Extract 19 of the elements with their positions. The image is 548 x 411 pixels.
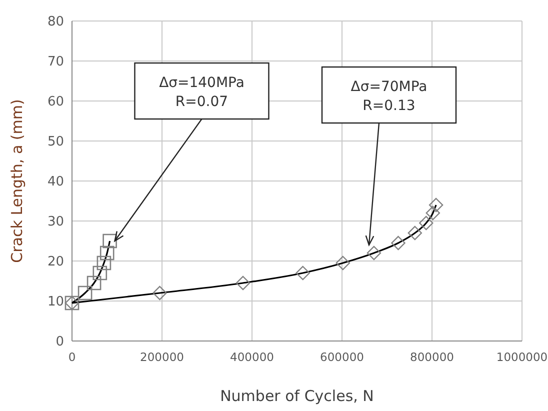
y-tick-label: 70 (47, 54, 64, 70)
y-tick-label: 50 (47, 134, 64, 150)
y-tick-label: 40 (47, 174, 64, 190)
x-tick-label: 200000 (140, 350, 184, 364)
y-tick-label: 20 (47, 254, 64, 270)
y-tick-label: 30 (47, 214, 64, 230)
annotation: Δσ=70MPa R=0.13 (350, 79, 428, 114)
x-tick-label: 0 (68, 350, 76, 364)
y-axis-title: Crack Length, a (mm) (8, 99, 26, 263)
x-tick-label: 800000 (410, 350, 454, 364)
y-tick-label: 60 (47, 94, 64, 110)
y-tick-label: 80 (47, 14, 64, 30)
x-axis-title: Number of Cycles, N (220, 387, 374, 405)
y-tick-label: 10 (47, 294, 64, 310)
x-tick-label: 1000000 (496, 350, 548, 364)
annotation: Δσ=140MPa R=0.07 (159, 75, 244, 110)
x-tick-label: 400000 (230, 350, 274, 364)
x-tick-label: 600000 (320, 350, 364, 364)
y-tick-label: 0 (56, 334, 64, 350)
